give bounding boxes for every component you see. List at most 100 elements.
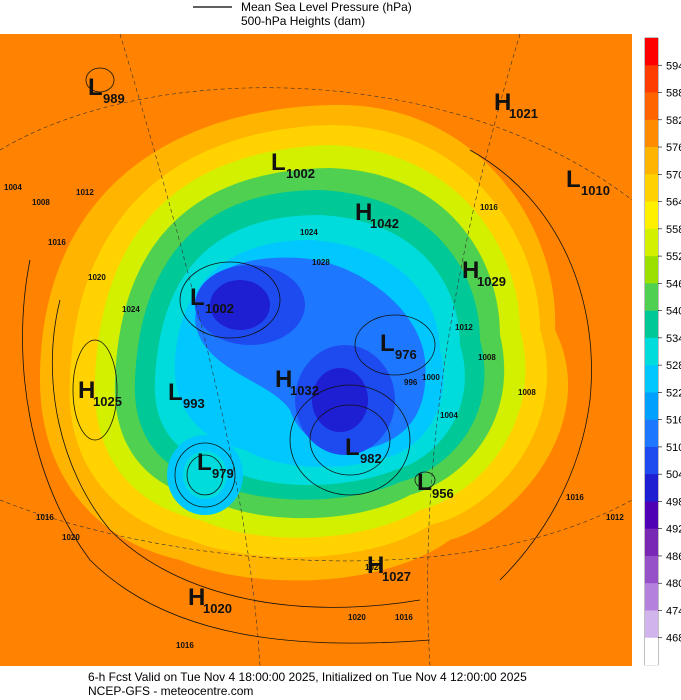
colorbar-label: 594 bbox=[666, 60, 681, 72]
colorbar-bin bbox=[645, 555, 658, 584]
colorbar-bin bbox=[645, 446, 658, 475]
center-letter: L bbox=[88, 74, 103, 101]
isobar-label: 1024 bbox=[300, 228, 318, 237]
center-value: 1027 bbox=[382, 569, 411, 584]
colorbar-bin bbox=[645, 365, 658, 393]
colorbar-bin bbox=[645, 38, 658, 66]
isobar-label: 1016 bbox=[36, 513, 54, 522]
center-letter: H bbox=[494, 89, 511, 116]
colorbar-bin bbox=[645, 583, 658, 611]
isobar-label: 1012 bbox=[455, 323, 473, 332]
center-letter: L bbox=[417, 469, 432, 496]
isobar-label: 1020 bbox=[62, 533, 80, 542]
colorbar-bin bbox=[645, 501, 658, 529]
colorbar-label: 552 bbox=[666, 251, 681, 263]
colorbar-label: 588 bbox=[666, 88, 681, 100]
isobar-label: 1020 bbox=[348, 613, 366, 622]
colorbar-label: 564 bbox=[666, 197, 681, 209]
colorbar-bin bbox=[645, 419, 658, 448]
isobar-label: 1016 bbox=[176, 641, 194, 650]
colorbar-label: 534 bbox=[666, 333, 681, 345]
isobar-label: 1012 bbox=[606, 513, 624, 522]
fill-legend: 500-hPa Heights (dam) bbox=[241, 14, 365, 28]
center-letter: L bbox=[566, 166, 581, 193]
center-value: 979 bbox=[212, 466, 234, 481]
footer-source: NCEP-GFS - meteocentre.com bbox=[88, 684, 253, 698]
colorbar-label: 492 bbox=[666, 524, 681, 536]
isobar-label: 1016 bbox=[480, 203, 498, 212]
isobar-label: 1000 bbox=[422, 373, 440, 382]
center-value: 956 bbox=[432, 486, 454, 501]
colorbar-bin bbox=[645, 228, 658, 257]
colorbar-label: 522 bbox=[666, 387, 681, 399]
line-legend: Mean Sea Level Pressure (hPa) bbox=[241, 0, 412, 14]
colorbar-label: 570 bbox=[666, 169, 681, 181]
center-value: 1032 bbox=[290, 383, 319, 398]
colorbar-bin bbox=[645, 256, 658, 284]
colorbar-bin bbox=[645, 147, 658, 175]
colorbar-bin bbox=[645, 174, 658, 202]
isobar-label: 1012 bbox=[76, 188, 94, 197]
center-value: 993 bbox=[183, 396, 205, 411]
colorbar-bin bbox=[645, 119, 658, 148]
isobar-label: 996 bbox=[404, 378, 418, 387]
isobar-label: 1004 bbox=[4, 183, 22, 192]
colorbar-label: 474 bbox=[666, 605, 681, 617]
isobar-label: 1028 bbox=[312, 258, 330, 267]
center-value: 1010 bbox=[581, 183, 610, 198]
center-value: 976 bbox=[395, 347, 417, 362]
colorbar-bin bbox=[645, 283, 658, 311]
center-value: 1002 bbox=[286, 166, 315, 181]
isobar-label: 1008 bbox=[32, 198, 50, 207]
colorbar-label: 498 bbox=[666, 496, 681, 508]
colorbar-bin bbox=[645, 337, 658, 366]
center-value: 1025 bbox=[93, 394, 122, 409]
map bbox=[0, 33, 633, 667]
colorbar-bin bbox=[645, 92, 658, 121]
isobar-label: 1004 bbox=[440, 411, 458, 420]
colorbar-label: 576 bbox=[666, 142, 681, 154]
colorbar-label: 540 bbox=[666, 306, 681, 318]
center-value: 1021 bbox=[509, 106, 538, 121]
isobar-label: 1016 bbox=[395, 613, 413, 622]
center-letter: H bbox=[367, 552, 384, 579]
isobar-label: 1020 bbox=[88, 273, 106, 282]
center-letter: H bbox=[462, 257, 479, 284]
isobar-label: 1008 bbox=[518, 388, 536, 397]
colorbar-label: 558 bbox=[666, 224, 681, 236]
colorbar-label: 504 bbox=[666, 469, 681, 481]
center-letter: H bbox=[355, 199, 372, 226]
colorbar-bin bbox=[645, 637, 658, 666]
center-letter: L bbox=[271, 149, 286, 176]
isobar-labels: 1004 1008 1012 1016 1020 1024 1016 1012 1008 1000… bbox=[4, 183, 624, 650]
colorbar: 594 588 582 576 570 564 558 552 546 540 534 528 522 5… bbox=[645, 38, 681, 666]
colorbar-bin bbox=[645, 474, 658, 502]
center-letter: L bbox=[345, 434, 360, 461]
center-value: 1002 bbox=[205, 301, 234, 316]
colorbar-label: 480 bbox=[666, 578, 681, 590]
center-letter: L bbox=[197, 449, 212, 476]
center-letter: H bbox=[78, 377, 95, 404]
colorbar-bin bbox=[645, 392, 658, 420]
isobar-label: 1016 bbox=[48, 238, 66, 247]
isobar-label: 1024 bbox=[365, 563, 383, 572]
colorbar-bin bbox=[645, 528, 658, 557]
colorbar-label: 510 bbox=[666, 442, 681, 454]
isobar-label: 1016 bbox=[566, 493, 584, 502]
isobar-label: 1008 bbox=[478, 353, 496, 362]
center-letter: L bbox=[380, 330, 395, 357]
footer-valid: 6-h Fcst Valid on Tue Nov 4 18:00:00 202… bbox=[88, 670, 527, 684]
center-value: 989 bbox=[103, 91, 125, 106]
center-letter: H bbox=[188, 584, 205, 611]
center-value: 982 bbox=[360, 451, 382, 466]
colorbar-label: 516 bbox=[666, 415, 681, 427]
colorbar-label: 486 bbox=[666, 551, 681, 563]
colorbar-bin bbox=[645, 201, 658, 230]
center-letter: L bbox=[168, 379, 183, 406]
center-value: 1029 bbox=[477, 274, 506, 289]
colorbar-bin bbox=[645, 65, 658, 93]
colorbar-bin bbox=[645, 310, 658, 339]
colorbar-label: 528 bbox=[666, 360, 681, 372]
